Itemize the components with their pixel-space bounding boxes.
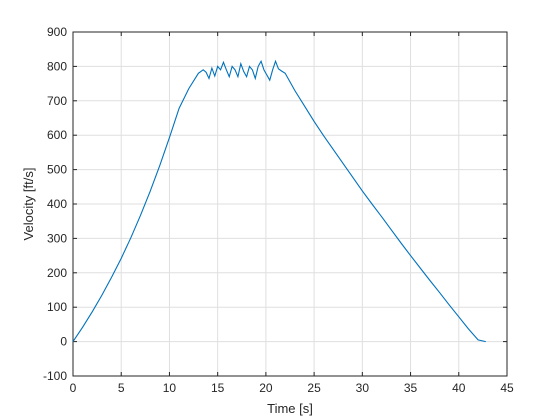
x-axis-label: Time [s] xyxy=(267,401,313,416)
y-tick-label: 800 xyxy=(47,59,67,73)
x-tick-label: 35 xyxy=(404,381,418,395)
y-tick-label: 200 xyxy=(47,266,67,280)
y-tick-label: 600 xyxy=(47,128,67,142)
y-tick-label: 400 xyxy=(47,197,67,211)
y-tick-label: 500 xyxy=(47,163,67,177)
series-group xyxy=(72,59,486,343)
y-axis-label: Velocity [ft/s] xyxy=(21,168,36,241)
axis-ticks xyxy=(72,31,508,377)
x-tick-label: 10 xyxy=(163,381,177,395)
y-tick-label: -100 xyxy=(43,369,67,383)
x-tick-label: 45 xyxy=(500,381,514,395)
x-tick-label: 25 xyxy=(307,381,321,395)
grid xyxy=(72,31,508,377)
y-tick-label: 100 xyxy=(47,300,67,314)
y-tick-labels: -100 0 100 200 300 400 500 600 700 800 900 xyxy=(43,25,67,383)
x-tick-labels: 0 5 10 15 20 25 30 35 40 45 xyxy=(70,381,514,395)
x-tick-label: 20 xyxy=(259,381,273,395)
x-tick-label: 30 xyxy=(356,381,370,395)
y-tick-label: 0 xyxy=(60,335,67,349)
y-tick-label: 900 xyxy=(47,25,67,39)
velocity-series-line xyxy=(72,59,486,343)
x-tick-label: 0 xyxy=(70,381,77,395)
x-tick-label: 15 xyxy=(211,381,225,395)
y-tick-label: 700 xyxy=(47,94,67,108)
y-tick-label: 300 xyxy=(47,231,67,245)
x-tick-label: 5 xyxy=(118,381,125,395)
x-tick-label: 40 xyxy=(452,381,466,395)
